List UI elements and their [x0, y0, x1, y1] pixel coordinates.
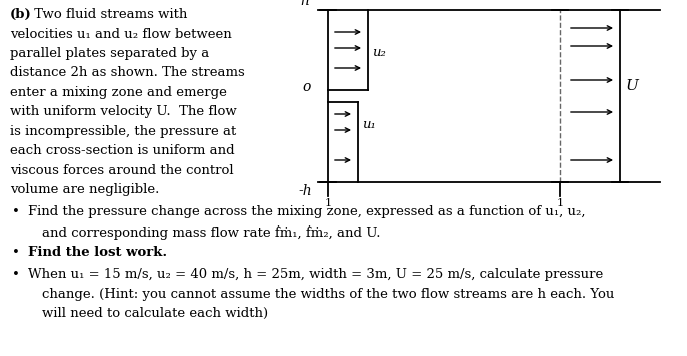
- Text: Find the lost work.: Find the lost work.: [28, 246, 167, 259]
- Text: velocities u₁ and u₂ flow between: velocities u₁ and u₂ flow between: [10, 27, 232, 41]
- Text: When u₁ = 15 m/s, u₂ = 40 m/s, h = 25m, width = 3m, U = 25 m/s, calculate pressu: When u₁ = 15 m/s, u₂ = 40 m/s, h = 25m, …: [28, 268, 603, 281]
- Text: volume are negligible.: volume are negligible.: [10, 183, 159, 197]
- Text: with uniform velocity U.  The flow: with uniform velocity U. The flow: [10, 105, 237, 119]
- Text: distance 2h as shown. The streams: distance 2h as shown. The streams: [10, 67, 245, 79]
- Text: (b): (b): [10, 8, 32, 21]
- Text: enter a mixing zone and emerge: enter a mixing zone and emerge: [10, 86, 227, 99]
- Text: h: h: [300, 0, 309, 8]
- Text: •: •: [12, 268, 20, 281]
- Text: change. (Hint: you cannot assume the widths of the two flow streams are h each. : change. (Hint: you cannot assume the wid…: [42, 288, 614, 301]
- Text: parallel plates separated by a: parallel plates separated by a: [10, 47, 210, 60]
- Text: u₂: u₂: [372, 46, 386, 58]
- Text: Two fluid streams with: Two fluid streams with: [30, 8, 188, 21]
- Text: -h: -h: [298, 184, 312, 198]
- Text: will need to calculate each width): will need to calculate each width): [42, 307, 268, 320]
- Text: u₁: u₁: [362, 117, 376, 131]
- Text: Find the pressure change across the mixing zone, expressed as a function of u₁, : Find the pressure change across the mixi…: [28, 205, 585, 218]
- Text: viscous forces around the control: viscous forces around the control: [10, 164, 234, 177]
- Text: each cross-section is uniform and: each cross-section is uniform and: [10, 145, 235, 157]
- Text: 1: 1: [556, 198, 563, 208]
- Text: •: •: [12, 205, 20, 218]
- Text: •: •: [12, 246, 20, 259]
- Text: U: U: [626, 79, 639, 93]
- Text: 1: 1: [324, 198, 332, 208]
- Text: and corresponding mass flow rate ḟṁ₁, ḟṁ₂, and U.: and corresponding mass flow rate ḟṁ₁, ḟṁ…: [42, 225, 381, 240]
- Text: o: o: [302, 80, 311, 94]
- Text: is incompressible, the pressure at: is incompressible, the pressure at: [10, 125, 236, 138]
